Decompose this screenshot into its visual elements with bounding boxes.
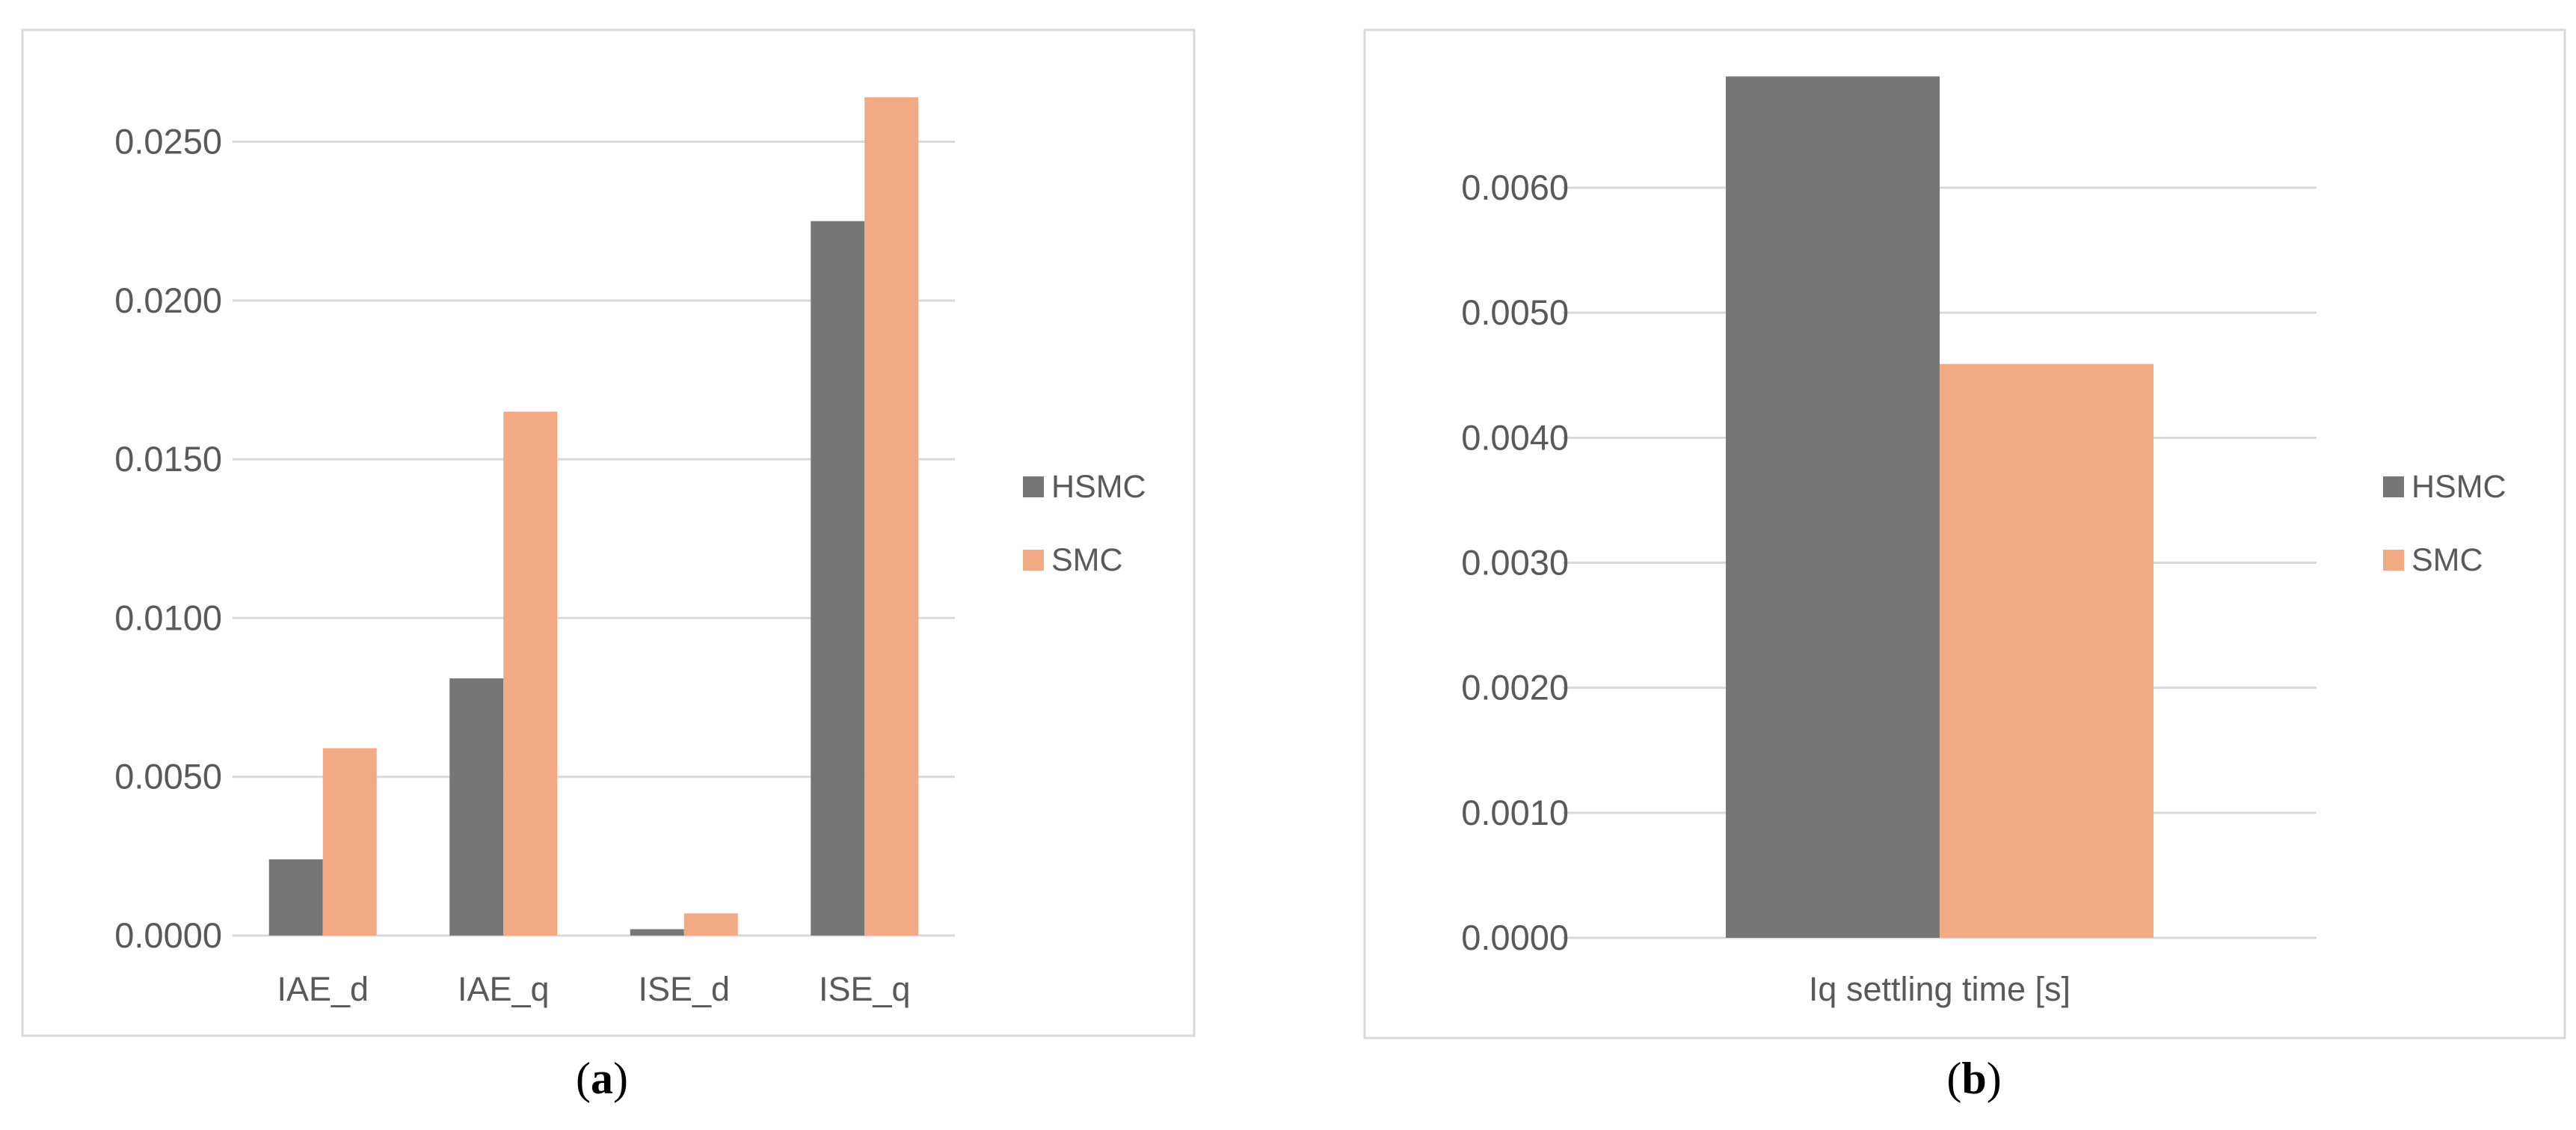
y-tick-label: 0.0250 xyxy=(114,122,222,162)
chart-panel-b: 0.0000 0.0010 0.0020 0.0030 0.0040 0.0050 0.00… xyxy=(1363,28,2566,1040)
y-tick-label: 0.0200 xyxy=(114,280,222,320)
legend-label-hsmc: HSMC xyxy=(2411,469,2506,505)
y-tick-label: 0.0000 xyxy=(1461,918,1569,957)
caption-b: (b) xyxy=(1946,1054,2001,1103)
legend-label-hsmc: HSMC xyxy=(1051,469,1146,505)
bar-hsmc-iae-q xyxy=(449,678,504,936)
caption-a-letter: a xyxy=(591,1054,613,1103)
y-tick-label: 0.0050 xyxy=(1461,292,1569,332)
bar-smc-iq-settling-time-s xyxy=(1940,363,2154,939)
x-category-label: ISE_q xyxy=(819,970,911,1008)
bar-smc-iae-q xyxy=(503,411,558,936)
y-tick-label: 0.0030 xyxy=(1461,543,1569,583)
caption-a: (a) xyxy=(576,1054,628,1103)
legend-swatch-hsmc xyxy=(2383,476,2404,497)
caption-b-letter: b xyxy=(1961,1054,1986,1103)
chart-frame xyxy=(21,28,1196,1037)
legend-label-smc: SMC xyxy=(2411,542,2483,578)
x-category-label: IAE_q xyxy=(458,970,550,1008)
bar-smc-ise-q xyxy=(864,97,919,936)
bar-hsmc-ise-q xyxy=(811,221,865,936)
y-tick-label: 0.0050 xyxy=(114,757,222,796)
bar-hsmc-iq-settling-time-s xyxy=(1726,76,1940,938)
legend-label-smc: SMC xyxy=(1051,542,1123,578)
x-category-label: Iq settling time [s] xyxy=(1809,970,2071,1008)
y-tick-label: 0.0100 xyxy=(114,598,222,637)
legend-swatch-hsmc xyxy=(1023,476,1044,497)
y-tick-label: 0.0060 xyxy=(1461,168,1569,207)
y-tick-label: 0.0150 xyxy=(114,439,222,479)
bar-hsmc-iae-d xyxy=(268,859,323,936)
bar-hsmc-ise-d xyxy=(630,929,684,936)
y-tick-label: 0.0010 xyxy=(1461,793,1569,832)
x-category-label: ISE_d xyxy=(638,970,730,1008)
legend-swatch-smc xyxy=(2383,550,2404,571)
y-tick-label: 0.0020 xyxy=(1461,668,1569,707)
bar-smc-ise-d xyxy=(683,913,738,936)
legend-swatch-smc xyxy=(1023,550,1044,571)
bar-smc-iae-d xyxy=(322,748,377,936)
y-tick-label: 0.0000 xyxy=(114,915,222,955)
y-tick-label: 0.0040 xyxy=(1461,417,1569,457)
x-category-label: IAE_d xyxy=(277,970,369,1008)
chart-panel-a: 0.0000 0.0050 0.0100 0.0150 0.0200 0.0250 IAE_… xyxy=(21,28,1196,1037)
